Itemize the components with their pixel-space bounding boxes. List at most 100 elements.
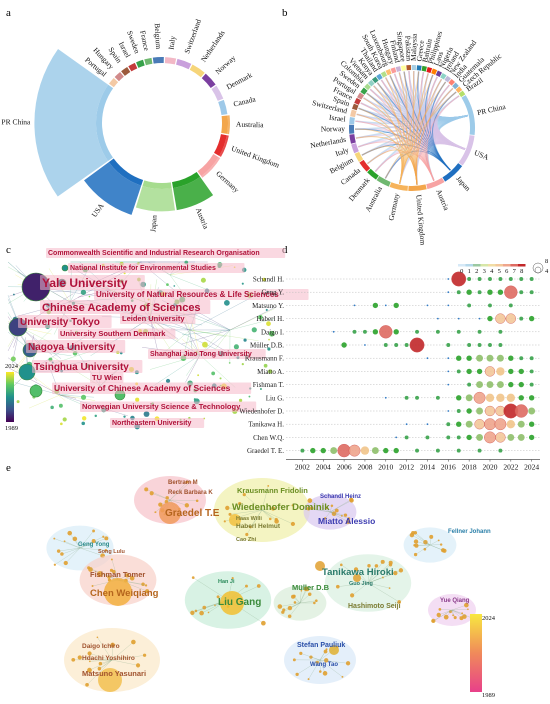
edge-e bbox=[229, 509, 263, 515]
edge-e bbox=[451, 609, 465, 617]
bubble-d bbox=[383, 447, 389, 454]
bubble-d bbox=[484, 431, 496, 444]
node-c bbox=[94, 414, 97, 418]
author-label-tanikawa-h: Tanikawa H. bbox=[248, 421, 284, 429]
node-e bbox=[437, 539, 440, 542]
bubble-d bbox=[393, 302, 399, 309]
hub-node-e bbox=[220, 591, 244, 615]
edge-c bbox=[9, 367, 61, 396]
edge-e bbox=[299, 594, 310, 604]
node-c bbox=[268, 338, 270, 341]
node-e bbox=[110, 558, 113, 561]
node-c bbox=[10, 356, 16, 362]
node-e bbox=[72, 536, 78, 542]
bubble-d bbox=[498, 343, 503, 347]
institution-label: National Institute for Environmental Stu… bbox=[70, 265, 216, 272]
node-e bbox=[107, 575, 111, 579]
edge-e bbox=[415, 544, 431, 555]
arc-b-usa bbox=[458, 135, 475, 166]
node-e bbox=[109, 568, 114, 572]
arc-a-germany bbox=[197, 153, 219, 177]
bubble-d bbox=[426, 304, 429, 307]
bubble-d bbox=[395, 436, 398, 439]
node-c bbox=[241, 362, 244, 366]
arc-b-france bbox=[354, 97, 362, 105]
node-e bbox=[439, 543, 443, 546]
edge-e bbox=[432, 609, 453, 622]
author-node-label: Wang Tao bbox=[310, 662, 338, 668]
arc-b-portugal bbox=[357, 92, 365, 100]
hub-node-e bbox=[353, 574, 361, 582]
edge-e bbox=[451, 609, 463, 614]
node-e bbox=[324, 517, 327, 520]
bubble-d bbox=[514, 404, 528, 418]
bubble-d bbox=[477, 290, 482, 295]
label-b-singapore: Singapore bbox=[395, 31, 408, 63]
hub-node-e bbox=[98, 668, 122, 692]
author-node-label: Daigo Ichiro bbox=[82, 643, 120, 650]
node-e bbox=[343, 513, 348, 517]
bubble-d bbox=[508, 381, 514, 388]
panel-b-letter: b bbox=[282, 7, 288, 19]
node-e bbox=[144, 487, 149, 492]
year-tick-2010: 2010 bbox=[378, 463, 393, 472]
size-legend-small-d bbox=[534, 266, 542, 274]
node-e bbox=[56, 549, 61, 553]
bubble-d bbox=[477, 277, 482, 281]
year-tick-2018: 2018 bbox=[462, 463, 477, 472]
node-c bbox=[60, 422, 63, 426]
bubble-d bbox=[488, 277, 492, 281]
edge-e bbox=[97, 637, 113, 661]
author-node-label: Hdachi Yoshihiro bbox=[82, 655, 135, 662]
author-node-label: Bertram M bbox=[168, 480, 198, 486]
node-c bbox=[259, 388, 262, 391]
bubble-d bbox=[384, 304, 387, 307]
author-label-wiedenhofer-d: Wiedenhofer D. bbox=[239, 408, 284, 416]
arc-b-malaysia bbox=[411, 64, 417, 71]
arc-a-portugal bbox=[108, 77, 119, 88]
edge-e bbox=[89, 659, 113, 662]
bubble-d bbox=[360, 446, 370, 455]
node-e bbox=[87, 651, 92, 656]
node-e bbox=[281, 610, 285, 614]
node-c bbox=[50, 405, 54, 410]
edge-c bbox=[185, 354, 201, 383]
bar-a-united-kingdom bbox=[219, 135, 229, 157]
year-tick-2022: 2022 bbox=[503, 463, 518, 472]
arc-b-kenya bbox=[371, 76, 379, 84]
bubble-d bbox=[447, 357, 450, 360]
node-e bbox=[300, 589, 303, 592]
arc-b-brazil bbox=[458, 90, 466, 98]
edge-e bbox=[367, 564, 391, 584]
bubble-d bbox=[466, 434, 472, 441]
bubble-d bbox=[446, 422, 451, 427]
year-tick-2006: 2006 bbox=[337, 463, 352, 472]
edge-e bbox=[367, 562, 391, 584]
legend-swatch-d bbox=[488, 264, 496, 267]
author-node-label: Guo Jing bbox=[349, 581, 373, 587]
arc-a-italy bbox=[164, 57, 177, 65]
edge-e bbox=[329, 499, 352, 513]
arc-a-denmark bbox=[211, 85, 224, 101]
bubble-d bbox=[446, 343, 451, 347]
institution-label: Chinese Academy of Sciences bbox=[42, 302, 201, 314]
node-c bbox=[62, 417, 67, 422]
hub-node-e bbox=[104, 578, 132, 606]
node-e bbox=[141, 582, 145, 587]
bubble-d bbox=[456, 355, 462, 361]
bubble-d bbox=[507, 433, 515, 441]
node-c bbox=[197, 374, 200, 377]
bubble-d bbox=[332, 330, 335, 333]
node-c bbox=[58, 403, 63, 408]
bubble-d bbox=[404, 343, 409, 347]
bubble-d bbox=[456, 395, 462, 401]
edge-e bbox=[355, 569, 369, 584]
arc-b-india bbox=[448, 78, 456, 86]
node-e bbox=[63, 560, 68, 566]
node-e bbox=[60, 552, 64, 556]
node-e bbox=[142, 653, 147, 657]
author-node-label: Miatto Alessio bbox=[318, 516, 375, 526]
legend-swatch-d bbox=[495, 264, 503, 267]
arc-a-pr-china bbox=[96, 84, 114, 162]
node-e bbox=[307, 498, 313, 503]
